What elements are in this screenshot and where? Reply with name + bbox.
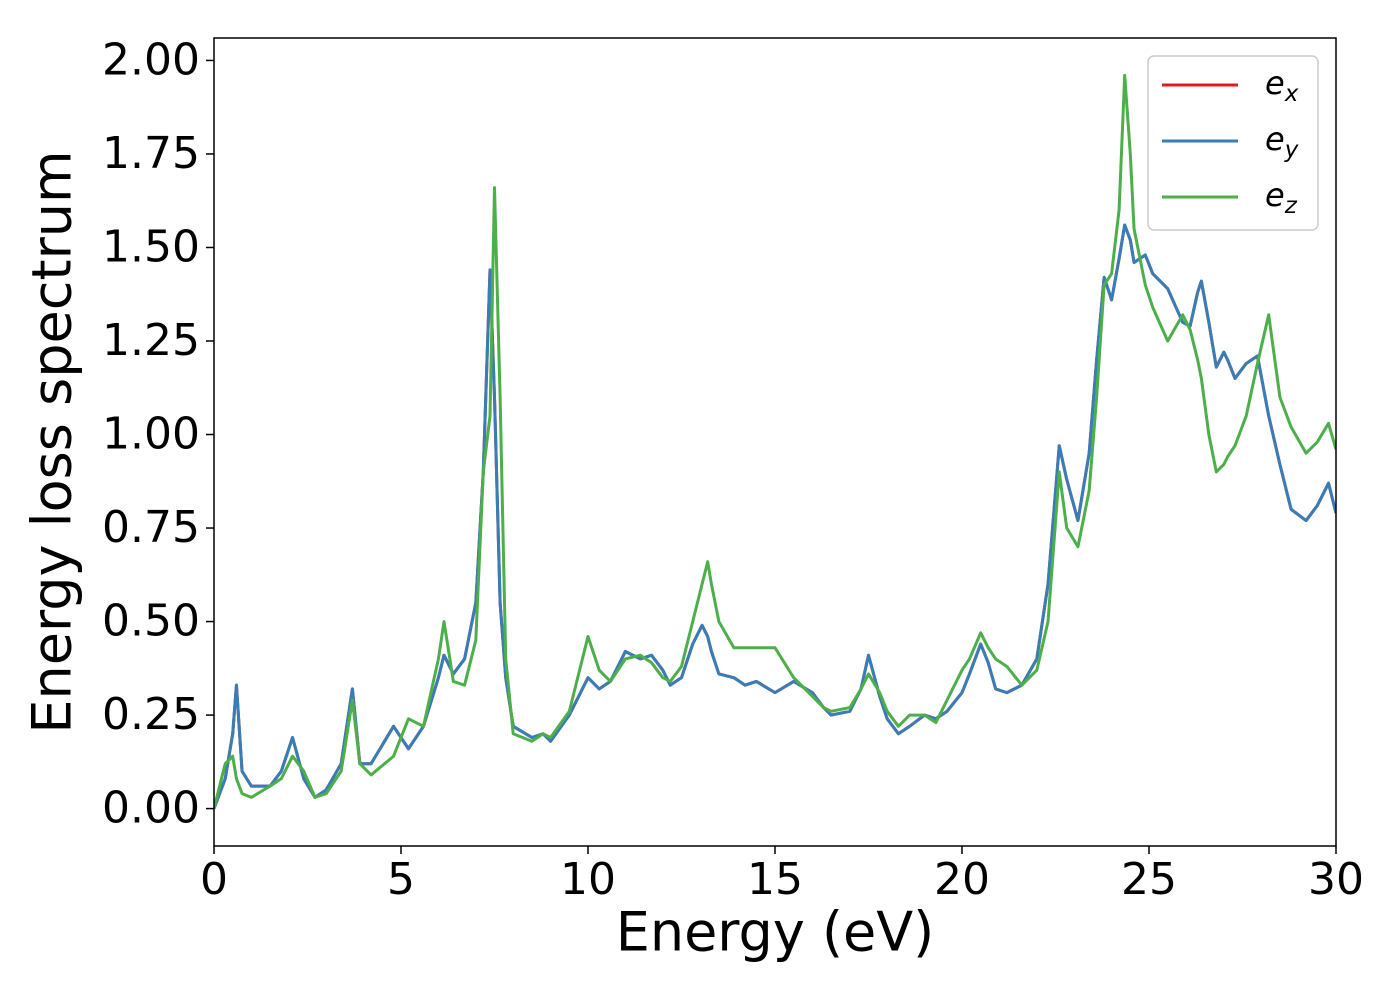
y-tick-label: 0.00 <box>102 783 200 834</box>
x-tick-label: 5 <box>387 854 415 905</box>
series-line <box>214 223 1336 810</box>
plot-area <box>214 73 1336 810</box>
series-line <box>214 223 1336 810</box>
plot-frame <box>213 37 1337 847</box>
x-tick-label: 25 <box>1121 854 1177 905</box>
y-tick-label: 1.50 <box>102 221 200 272</box>
x-tick-label: 0 <box>200 854 228 905</box>
series-line <box>214 73 1336 809</box>
x-tick-label: 20 <box>934 854 990 905</box>
legend-label: ey <box>1265 120 1299 163</box>
y-tick-label: 1.75 <box>102 128 200 179</box>
y-tick-label: 2.00 <box>102 34 200 85</box>
legend-box <box>1147 55 1319 231</box>
x-tick-label: 30 <box>1308 854 1364 905</box>
y-tick-label: 1.00 <box>102 409 200 460</box>
legend-label: ex <box>1265 64 1299 107</box>
y-tick-label: 0.50 <box>102 596 200 647</box>
x-tick-label: 10 <box>560 854 616 905</box>
x-axis-label: Energy (eV) <box>616 901 935 964</box>
y-tick-label: 1.25 <box>102 315 200 366</box>
y-axis-label: Energy loss spectrum <box>21 150 84 733</box>
legend-label: ez <box>1265 176 1298 219</box>
x-tick-label: 15 <box>747 854 803 905</box>
y-tick-label: 0.75 <box>102 502 200 553</box>
y-tick-label: 0.25 <box>102 689 200 740</box>
